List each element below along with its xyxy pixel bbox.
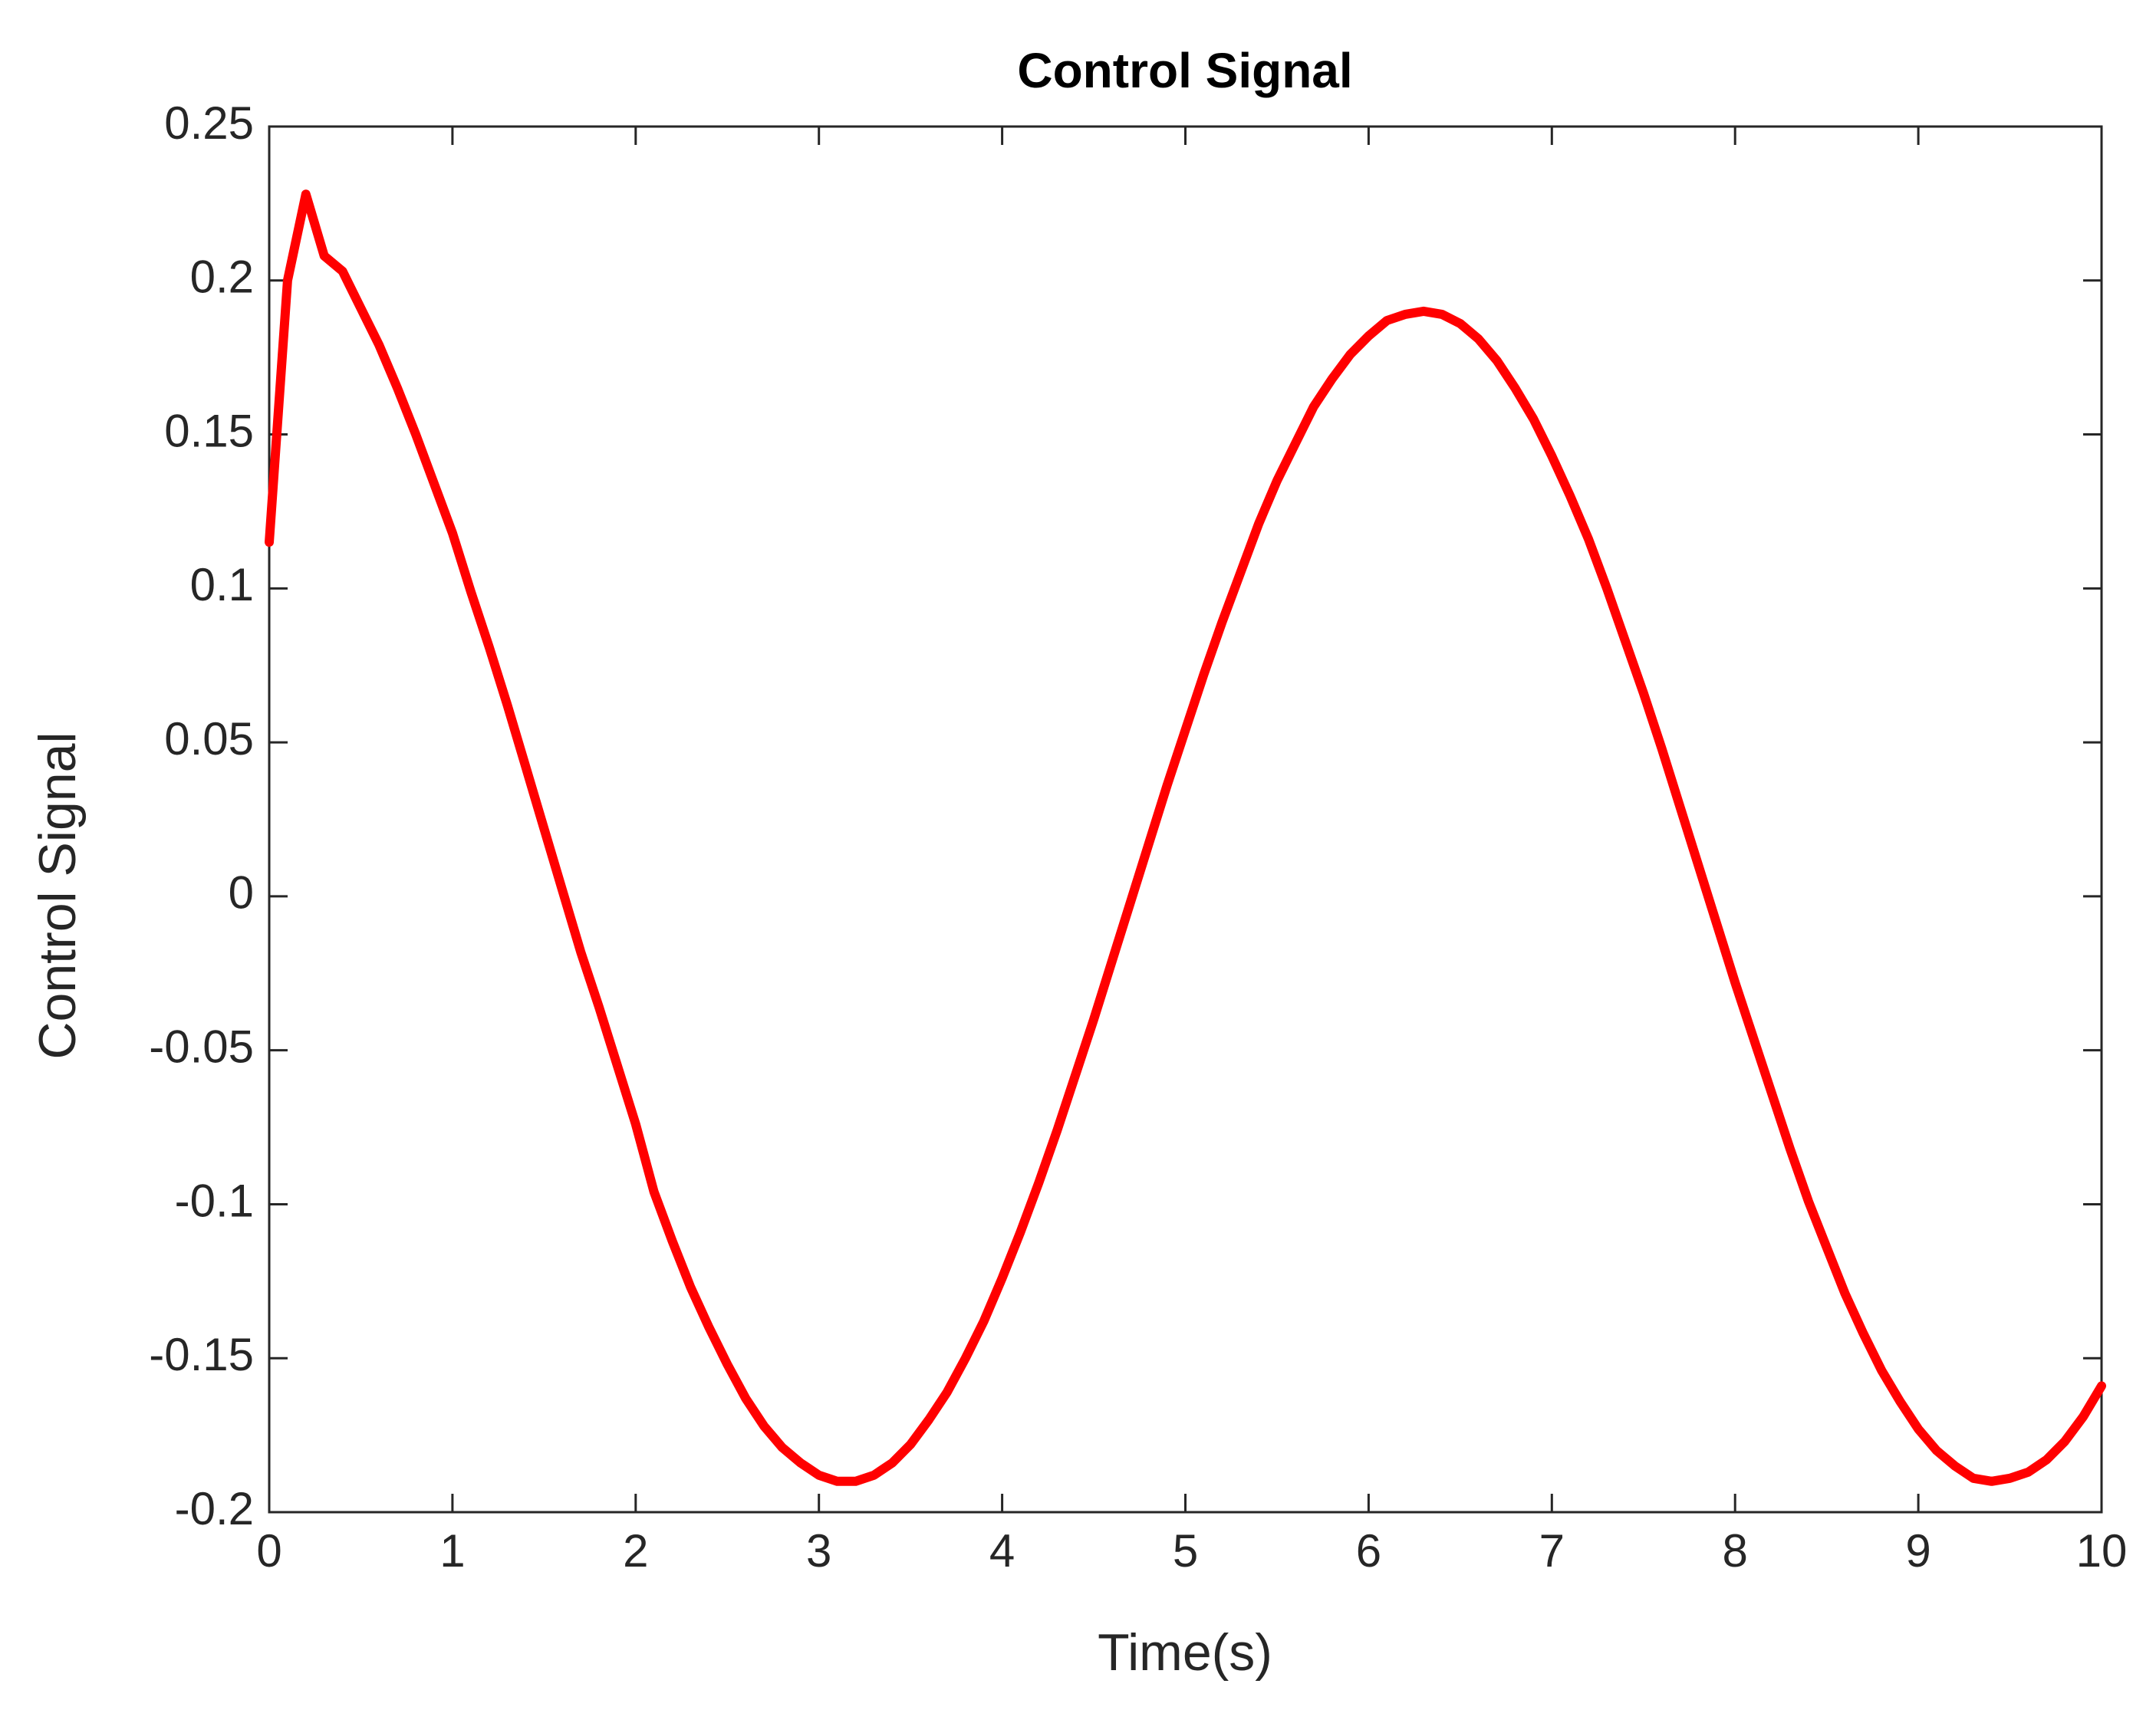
x-tick-label: 2 xyxy=(623,1525,648,1577)
chart-title: Control Signal xyxy=(1017,43,1352,98)
x-axis-label: Time(s) xyxy=(1098,1623,1272,1682)
x-tick-label: 5 xyxy=(1173,1525,1198,1577)
x-tick-label: 1 xyxy=(439,1525,465,1577)
y-axis-label: Control Signal xyxy=(28,732,87,1059)
y-tick-label: 0.2 xyxy=(190,252,254,303)
data-line xyxy=(265,189,2106,1486)
y-tick-label: -0.1 xyxy=(175,1175,254,1226)
y-tick-label: 0.05 xyxy=(164,713,254,765)
y-tick-label: 0.15 xyxy=(164,405,254,456)
x-tick-label: 3 xyxy=(806,1525,831,1577)
x-tick-label: 6 xyxy=(1356,1525,1381,1577)
y-tick-label: -0.05 xyxy=(149,1021,254,1073)
x-tick-label: 8 xyxy=(1723,1525,1748,1577)
x-tick-label: 9 xyxy=(1905,1525,1931,1577)
x-tick-label: 7 xyxy=(1539,1525,1565,1577)
y-tick-label: 0.25 xyxy=(164,97,254,149)
x-tick-label: 4 xyxy=(989,1525,1015,1577)
y-tick-label: -0.2 xyxy=(175,1483,254,1534)
y-tick-label: 0 xyxy=(229,867,254,919)
x-tick-label: 10 xyxy=(2076,1525,2128,1577)
y-tick-label: -0.15 xyxy=(149,1329,254,1380)
x-tick-label: 0 xyxy=(256,1525,281,1577)
y-tick-label: 0.1 xyxy=(190,559,254,610)
